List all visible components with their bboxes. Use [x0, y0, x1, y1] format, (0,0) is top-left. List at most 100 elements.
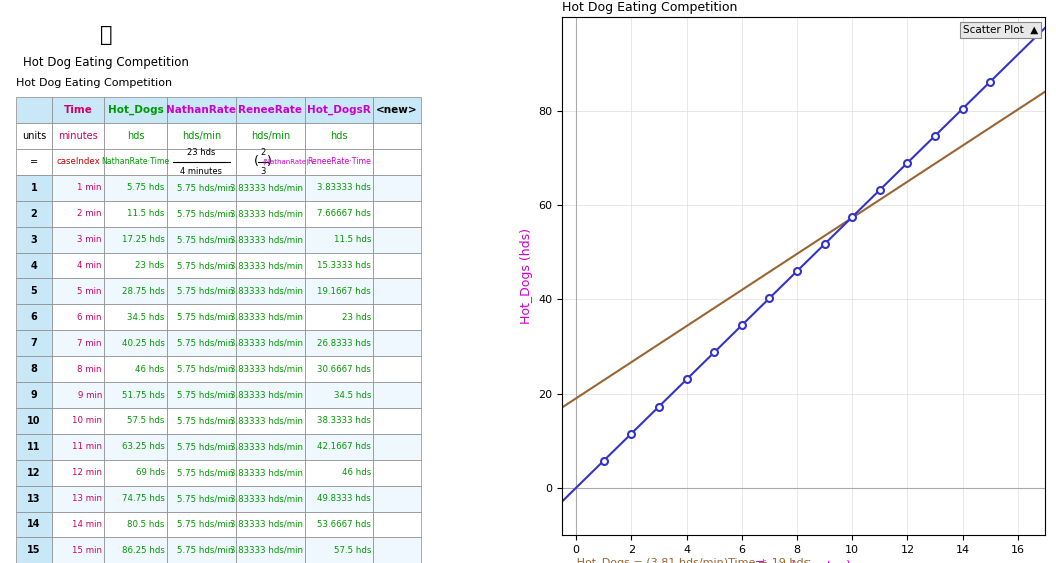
FancyBboxPatch shape: [305, 175, 373, 201]
FancyBboxPatch shape: [16, 408, 52, 434]
FancyBboxPatch shape: [373, 434, 421, 460]
FancyBboxPatch shape: [373, 227, 421, 253]
Text: 3.83333 hds/min: 3.83333 hds/min: [230, 339, 303, 348]
Text: 👑: 👑: [100, 25, 113, 44]
FancyBboxPatch shape: [373, 538, 421, 563]
FancyBboxPatch shape: [305, 486, 373, 512]
Text: 86.25 hds: 86.25 hds: [121, 546, 165, 555]
Text: 3.83333 hds/min: 3.83333 hds/min: [230, 443, 303, 452]
Text: 49.8333 hds: 49.8333 hds: [317, 494, 371, 503]
FancyBboxPatch shape: [305, 201, 373, 227]
Text: 63.25 hds: 63.25 hds: [121, 443, 165, 452]
FancyBboxPatch shape: [52, 175, 105, 201]
Text: 5.75 hds/min: 5.75 hds/min: [177, 468, 233, 477]
Text: 2 min: 2 min: [77, 209, 102, 218]
Text: 42.1667 hds: 42.1667 hds: [317, 443, 371, 452]
Text: 5.75 hds/min: 5.75 hds/min: [177, 365, 233, 374]
Text: 3.83333 hds/min: 3.83333 hds/min: [230, 417, 303, 426]
Text: 3.83333 hds/min: 3.83333 hds/min: [230, 235, 303, 244]
FancyBboxPatch shape: [52, 149, 105, 175]
FancyBboxPatch shape: [105, 175, 167, 201]
FancyBboxPatch shape: [235, 330, 305, 356]
Text: 5.75 hds/min: 5.75 hds/min: [177, 235, 233, 244]
FancyBboxPatch shape: [105, 201, 167, 227]
FancyBboxPatch shape: [105, 305, 167, 330]
FancyBboxPatch shape: [105, 460, 167, 486]
FancyBboxPatch shape: [105, 512, 167, 538]
FancyBboxPatch shape: [52, 97, 105, 123]
Text: 4: 4: [31, 261, 37, 270]
Text: Hot_Dogs: Hot_Dogs: [108, 105, 164, 115]
Text: 46 hds: 46 hds: [342, 468, 371, 477]
FancyBboxPatch shape: [373, 460, 421, 486]
FancyBboxPatch shape: [105, 227, 167, 253]
FancyBboxPatch shape: [167, 97, 235, 123]
FancyBboxPatch shape: [305, 382, 373, 408]
Text: 5.75 hds/min: 5.75 hds/min: [177, 391, 233, 400]
FancyBboxPatch shape: [373, 253, 421, 279]
FancyBboxPatch shape: [373, 201, 421, 227]
Text: 4 min: 4 min: [77, 261, 102, 270]
Text: 7: 7: [31, 338, 37, 348]
FancyBboxPatch shape: [167, 305, 235, 330]
FancyBboxPatch shape: [52, 279, 105, 305]
Text: hds/min: hds/min: [251, 131, 290, 141]
FancyBboxPatch shape: [52, 227, 105, 253]
Text: 5.75 hds/min: 5.75 hds/min: [177, 261, 233, 270]
FancyBboxPatch shape: [305, 227, 373, 253]
FancyBboxPatch shape: [373, 408, 421, 434]
FancyBboxPatch shape: [305, 97, 373, 123]
FancyBboxPatch shape: [373, 149, 421, 175]
FancyBboxPatch shape: [52, 305, 105, 330]
Text: 10: 10: [27, 416, 41, 426]
FancyBboxPatch shape: [52, 253, 105, 279]
FancyBboxPatch shape: [305, 434, 373, 460]
Text: 14 min: 14 min: [72, 520, 102, 529]
FancyBboxPatch shape: [105, 253, 167, 279]
FancyBboxPatch shape: [52, 512, 105, 538]
Text: 3.83333 hds/min: 3.83333 hds/min: [230, 261, 303, 270]
FancyBboxPatch shape: [235, 382, 305, 408]
Text: 38.3333 hds: 38.3333 hds: [317, 417, 371, 426]
Text: NathanRate: NathanRate: [167, 105, 237, 115]
FancyBboxPatch shape: [167, 253, 235, 279]
FancyBboxPatch shape: [235, 227, 305, 253]
Text: 57.5 hds: 57.5 hds: [334, 546, 371, 555]
Text: 3.83333 hds/min: 3.83333 hds/min: [230, 313, 303, 322]
Text: 3.83333 hds/min: 3.83333 hds/min: [230, 520, 303, 529]
Text: 5.75 hds: 5.75 hds: [128, 184, 165, 193]
Text: 5.75 hds/min: 5.75 hds/min: [177, 339, 233, 348]
Text: 3.83333 hds/min: 3.83333 hds/min: [230, 365, 303, 374]
Text: 34.5 hds: 34.5 hds: [334, 391, 371, 400]
X-axis label: Time (minutes): Time (minutes): [756, 560, 851, 563]
Text: 5.75 hds/min: 5.75 hds/min: [177, 417, 233, 426]
FancyBboxPatch shape: [105, 330, 167, 356]
FancyBboxPatch shape: [52, 460, 105, 486]
Text: Hot Dog Eating Competition: Hot Dog Eating Competition: [23, 56, 189, 69]
FancyBboxPatch shape: [373, 356, 421, 382]
Text: 3.83333 hds: 3.83333 hds: [317, 184, 371, 193]
Text: 30.6667 hds: 30.6667 hds: [317, 365, 371, 374]
FancyBboxPatch shape: [235, 538, 305, 563]
FancyBboxPatch shape: [167, 356, 235, 382]
Text: 5 min: 5 min: [77, 287, 102, 296]
FancyBboxPatch shape: [167, 512, 235, 538]
FancyBboxPatch shape: [16, 434, 52, 460]
FancyBboxPatch shape: [373, 330, 421, 356]
Text: 5.75 hds/min: 5.75 hds/min: [177, 494, 233, 503]
FancyBboxPatch shape: [16, 512, 52, 538]
Text: 3: 3: [261, 167, 266, 176]
Text: 14: 14: [27, 520, 41, 529]
FancyBboxPatch shape: [105, 97, 167, 123]
FancyBboxPatch shape: [16, 330, 52, 356]
Text: minutes: minutes: [58, 131, 98, 141]
FancyBboxPatch shape: [105, 382, 167, 408]
Text: 74.75 hds: 74.75 hds: [121, 494, 165, 503]
Text: 3.83333 hds/min: 3.83333 hds/min: [230, 184, 303, 193]
Text: 11 min: 11 min: [72, 443, 102, 452]
Text: 13 min: 13 min: [72, 494, 102, 503]
FancyBboxPatch shape: [235, 460, 305, 486]
Text: 26.8333 hds: 26.8333 hds: [317, 339, 371, 348]
FancyBboxPatch shape: [235, 149, 305, 175]
FancyBboxPatch shape: [16, 305, 52, 330]
